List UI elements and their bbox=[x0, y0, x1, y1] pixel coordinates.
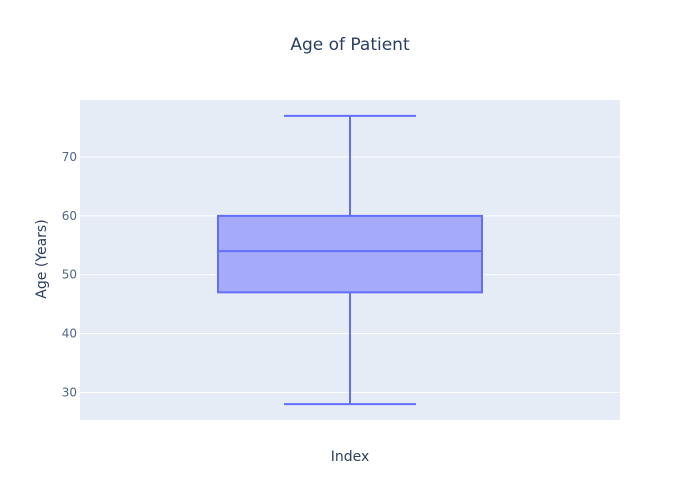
y-axis-title: Age (Years) bbox=[34, 219, 50, 298]
y-tick-label: 40 bbox=[62, 327, 77, 341]
x-axis-title: Index bbox=[331, 449, 370, 465]
chart-title: Age of Patient bbox=[290, 35, 410, 55]
y-tick-labels: 30 40 50 60 70 bbox=[62, 150, 77, 399]
box-series bbox=[217, 114, 483, 406]
iqr-box bbox=[217, 214, 483, 294]
y-tick-label: 50 bbox=[62, 268, 77, 282]
y-tick-label: 60 bbox=[62, 209, 77, 223]
y-tick-label: 70 bbox=[62, 150, 77, 164]
y-tick-label: 30 bbox=[62, 385, 77, 399]
